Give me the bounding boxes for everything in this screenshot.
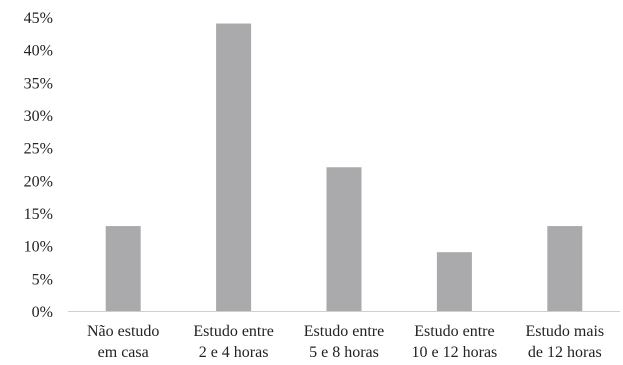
- x-category-label-line: em casa: [98, 344, 149, 361]
- bar: [105, 226, 141, 311]
- y-tick-label: 30%: [24, 108, 53, 125]
- x-category-label: Estudo entre 2 e 4 horas: [193, 323, 273, 361]
- x-category-label: Estudo mais de 12 horas: [525, 323, 604, 361]
- bar: [547, 226, 583, 311]
- x-category-label-line: Estudo entre: [414, 323, 494, 340]
- bar: [326, 167, 362, 311]
- x-category-label-line: Estudo mais: [525, 323, 604, 340]
- x-category-label: Não estudo em casa: [87, 323, 159, 361]
- x-category-label-line: 2 e 4 horas: [199, 344, 269, 361]
- y-tick-label: 10%: [24, 239, 53, 256]
- x-category-label-line: 10 e 12 horas: [412, 344, 498, 361]
- x-axis-labels: Não estudo em casa Estudo entre 2 e 4 horas…: [87, 323, 604, 361]
- y-axis-ticks: 0% 5% 10% 15% 20% 25% 30% 35% 40% 45%: [24, 10, 53, 321]
- y-tick-label: 25%: [24, 141, 53, 158]
- x-category-label-line: de 12 horas: [528, 344, 602, 361]
- y-tick-label: 20%: [24, 173, 53, 190]
- x-category-label-line: 5 e 8 horas: [309, 344, 379, 361]
- y-tick-label: 5%: [32, 271, 53, 288]
- x-category-label: Estudo entre 10 e 12 horas: [412, 323, 498, 361]
- y-tick-label: 15%: [24, 206, 53, 223]
- y-tick-label: 45%: [24, 10, 53, 27]
- x-category-label-line: Estudo entre: [304, 323, 384, 340]
- bars: [105, 23, 583, 312]
- x-category-label: Estudo entre 5 e 8 horas: [304, 323, 384, 361]
- y-tick-label: 0%: [32, 304, 53, 321]
- bar: [436, 252, 472, 311]
- bar: [216, 23, 252, 312]
- x-category-label-line: Não estudo: [87, 323, 159, 340]
- x-category-label-line: Estudo entre: [193, 323, 273, 340]
- y-tick-label: 35%: [24, 75, 53, 92]
- y-tick-label: 40%: [24, 43, 53, 60]
